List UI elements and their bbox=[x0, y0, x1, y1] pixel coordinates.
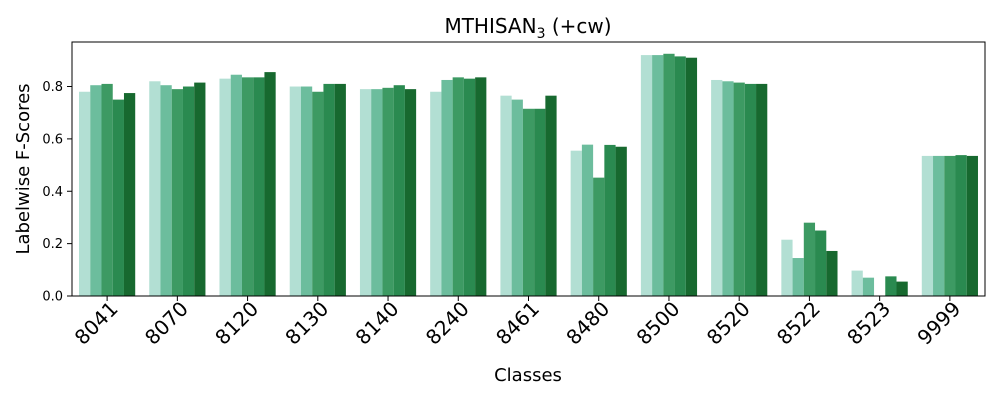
bar-8522-s4 bbox=[815, 230, 827, 296]
bar-8522-s2 bbox=[792, 258, 804, 296]
bar-8041-s3 bbox=[101, 83, 113, 297]
x-tick-label-9999: 9999 bbox=[912, 297, 965, 350]
y-tick-label-0.8: 0.8 bbox=[42, 80, 63, 95]
bar-8240-s3 bbox=[452, 77, 464, 296]
bar-8520-s5 bbox=[756, 83, 768, 297]
y-axis-label: Labelwise F-Scores bbox=[13, 83, 34, 254]
bar-8041-s5 bbox=[123, 93, 136, 296]
bar-9999-s3 bbox=[944, 155, 956, 296]
bar-8523-s2 bbox=[862, 277, 875, 296]
bar-8520-s2 bbox=[722, 81, 734, 296]
bar-8240-s2 bbox=[441, 79, 453, 296]
bar-8522-s3 bbox=[803, 222, 816, 296]
chart-title: MTHISAN3 (+cw) bbox=[444, 14, 611, 42]
x-tick-label-8500: 8500 bbox=[632, 297, 685, 350]
bar-8070-s1 bbox=[149, 81, 161, 296]
bar-8140-s4 bbox=[393, 85, 405, 297]
bar-8480-s2 bbox=[581, 144, 594, 296]
bar-8461-s5 bbox=[545, 95, 557, 297]
bar-8140-s2 bbox=[371, 89, 383, 296]
y-tick-label-0.2: 0.2 bbox=[42, 237, 63, 252]
bar-8120-s2 bbox=[230, 74, 242, 296]
bar-8130-s3 bbox=[312, 91, 324, 296]
chart-title-suffix: (+cw) bbox=[545, 14, 611, 38]
bar-8461-s3 bbox=[522, 108, 535, 297]
chart-title-subscript: 3 bbox=[537, 26, 546, 42]
bar-9999-s5 bbox=[966, 155, 978, 296]
bar-8480-s5 bbox=[615, 146, 627, 296]
bar-8070-s4 bbox=[182, 86, 195, 297]
x-tick-label-8130: 8130 bbox=[280, 297, 333, 350]
bar-8120-s5 bbox=[264, 72, 276, 296]
bar-8523-s4 bbox=[885, 276, 897, 296]
x-tick-label-8140: 8140 bbox=[351, 297, 404, 350]
x-tick-label-8120: 8120 bbox=[210, 297, 263, 350]
bar-8240-s4 bbox=[463, 78, 476, 296]
x-tick-label-8461: 8461 bbox=[491, 297, 544, 350]
bar-8500-s3 bbox=[663, 53, 675, 296]
bar-9999-s1 bbox=[921, 155, 934, 296]
bar-8480-s1 bbox=[570, 150, 582, 296]
bars-layer bbox=[79, 53, 978, 297]
bar-8522-s5 bbox=[826, 250, 838, 296]
x-tick-label-8240: 8240 bbox=[421, 297, 474, 350]
bar-8480-s3 bbox=[593, 177, 605, 296]
bar-8523-s5 bbox=[896, 281, 908, 296]
bar-8520-s4 bbox=[744, 83, 757, 297]
bar-8522-s1 bbox=[781, 239, 793, 296]
bar-8240-s5 bbox=[475, 77, 487, 296]
bar-8240-s1 bbox=[430, 91, 442, 296]
bar-8500-s4 bbox=[674, 56, 686, 297]
x-tick-label-8520: 8520 bbox=[702, 297, 755, 350]
bar-8130-s1 bbox=[289, 86, 301, 297]
bar-8041-s4 bbox=[112, 99, 124, 296]
plot-frame bbox=[71, 41, 986, 297]
bar-8120-s4 bbox=[253, 77, 265, 296]
bar-8520-s3 bbox=[733, 82, 745, 296]
bar-8140-s5 bbox=[404, 89, 417, 296]
bar-8461-s1 bbox=[500, 95, 512, 297]
bar-8140-s3 bbox=[382, 87, 394, 296]
x-tick-label-8070: 8070 bbox=[140, 297, 193, 350]
y-tick-label-0.0: 0.0 bbox=[42, 290, 63, 305]
bar-8523-s1 bbox=[851, 270, 863, 296]
x-axis: 8041 8070 8120 8130 8140 8240 8461 8480 8500 8520… bbox=[70, 296, 965, 350]
bar-8130-s2 bbox=[300, 86, 313, 297]
bar-8461-s4 bbox=[534, 108, 546, 297]
bar-8070-s2 bbox=[160, 85, 172, 297]
x-tick-label-8041: 8041 bbox=[70, 297, 123, 350]
bar-9999-s2 bbox=[933, 155, 945, 296]
bar-8500-s5 bbox=[685, 57, 698, 297]
x-tick-label-8480: 8480 bbox=[561, 297, 614, 350]
bar-8070-s3 bbox=[171, 89, 183, 296]
bar-8130-s5 bbox=[334, 83, 346, 297]
bar-8120-s1 bbox=[219, 78, 231, 296]
y-axis: 0.0 0.2 0.4 0.6 0.8 bbox=[42, 80, 72, 305]
bar-8500-s2 bbox=[652, 55, 664, 297]
x-tick-label-8523: 8523 bbox=[842, 297, 895, 350]
bar-8130-s4 bbox=[323, 83, 335, 297]
bar-8120-s3 bbox=[241, 77, 254, 296]
bar-8041-s2 bbox=[90, 85, 102, 297]
bar-9999-s4 bbox=[955, 155, 967, 296]
y-tick-label-0.4: 0.4 bbox=[42, 185, 63, 200]
y-tick-label-0.6: 0.6 bbox=[42, 132, 63, 147]
bar-8140-s1 bbox=[359, 89, 372, 296]
bar-8041-s1 bbox=[79, 91, 91, 296]
bar-8500-s1 bbox=[640, 55, 653, 297]
bar-8480-s4 bbox=[604, 144, 616, 296]
x-tick-label-8522: 8522 bbox=[772, 297, 825, 350]
bar-8461-s2 bbox=[511, 99, 523, 296]
bar-8520-s1 bbox=[711, 79, 723, 296]
bar-8070-s5 bbox=[194, 82, 206, 296]
x-axis-label: Classes bbox=[494, 365, 562, 386]
